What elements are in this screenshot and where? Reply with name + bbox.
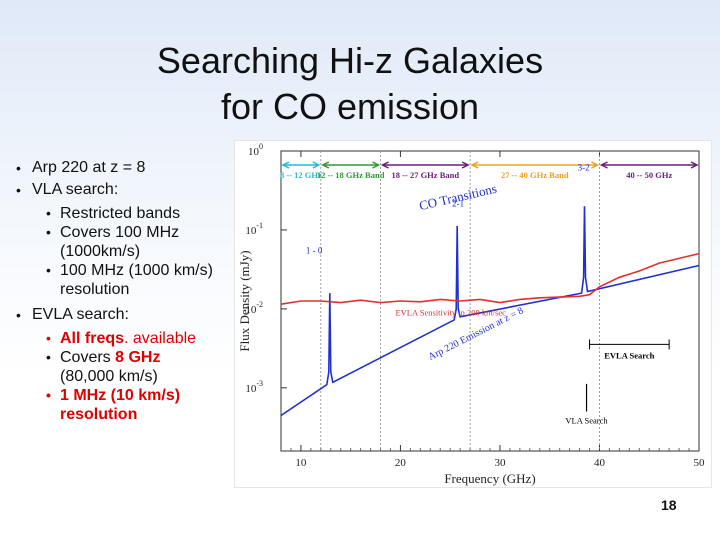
band-label: 12 -- 18 GHz Band (317, 170, 385, 180)
y-tick-label: 100 (248, 142, 263, 158)
bullet-vla-search: VLA search: (14, 180, 250, 200)
co-transition-label: 2-1 (452, 198, 464, 208)
bullet-list: Arp 220 at z = 8 VLA search: Restricted … (14, 158, 250, 424)
evla-covers-red: 8 GHz (115, 349, 161, 366)
band-arrow-left (599, 161, 608, 169)
band-arrow-right (690, 161, 699, 169)
y-tick-label: 10-1 (245, 221, 263, 237)
y-tick-label: 10-2 (245, 300, 263, 316)
co-transition-label: 1 - 0 (306, 246, 323, 256)
arp220-emission-line (280, 206, 700, 417)
band-arrow-left (321, 161, 330, 169)
band-arrow-left (380, 161, 389, 169)
band-arrow-left (470, 161, 479, 169)
slide-title: Searching Hi-z Galaxies for CO emission (100, 38, 600, 130)
title-line-1: Searching Hi-z Galaxies (156, 40, 544, 81)
x-tick-label: 10 (295, 457, 307, 469)
x-tick-label: 30 (494, 457, 506, 469)
evla-sensitivity-label: EVLA Sensitivity in 200 km/sec (395, 308, 506, 318)
x-axis-label: Frequency (GHz) (444, 471, 535, 486)
co-emission-plot: 10 20 30 40 50 100 10-1 10-2 10-3 Frequency (GHz)… (234, 140, 712, 488)
band-arrow-right (461, 161, 470, 169)
sub-bullet-evla-freqs: All freqs. available (14, 329, 250, 348)
y-tick-label: 10-3 (245, 379, 263, 395)
evla-covers-post: (80,000 km/s) (60, 368, 158, 385)
x-tick-label: 20 (395, 457, 407, 469)
sub-bullet-vla-resolution: 100 MHz (1000 km/s) resolution (14, 261, 250, 299)
x-tick-label: 40 (594, 457, 606, 469)
band-label: 18 -- 27 GHz Band (392, 170, 460, 180)
band-arrow-right (312, 161, 321, 169)
x-tick-label: 50 (694, 457, 706, 469)
band-label: 8 -- 12 GHz (280, 170, 322, 180)
evla-freqs-bold: All freqs (60, 330, 125, 347)
vla-search-label: VLA Search (565, 416, 608, 426)
bullet-arp220: Arp 220 at z = 8 (14, 158, 250, 178)
sub-bullet-evla-covers: Covers 8 GHz (80,000 km/s) (14, 348, 250, 386)
band-arrow-right (372, 161, 381, 169)
band-arrow-left (281, 161, 290, 169)
chart-svg: 10 20 30 40 50 100 10-1 10-2 10-3 Frequency (GHz)… (237, 142, 706, 486)
co-transition-label: 3-2 (578, 163, 590, 173)
sub-bullet-vla-covers: Covers 100 MHz (1000km/s) (14, 223, 250, 261)
sub-bullet-vla-bands: Restricted bands (14, 204, 250, 223)
sub-bullet-evla-resolution: 1 MHz (10 km/s) resolution (14, 386, 250, 424)
evla-search-label: EVLA Search (604, 350, 654, 360)
band-label: 40 -- 50 GHz (626, 170, 672, 180)
bullet-evla-search: EVLA search: (14, 305, 250, 325)
evla-sensitivity-line (280, 252, 700, 305)
evla-covers-pre: Covers (60, 349, 116, 366)
title-line-2: for CO emission (220, 86, 480, 127)
co-transitions-label: CO Transitions (418, 181, 498, 213)
y-axis-label: Flux Density (mJy) (237, 250, 252, 351)
evla-freqs-rest: . available (124, 330, 197, 347)
band-label: 27 -- 40 GHz Band (501, 170, 569, 180)
band-arrow-right (591, 161, 600, 169)
page-number: 18 (661, 497, 677, 513)
